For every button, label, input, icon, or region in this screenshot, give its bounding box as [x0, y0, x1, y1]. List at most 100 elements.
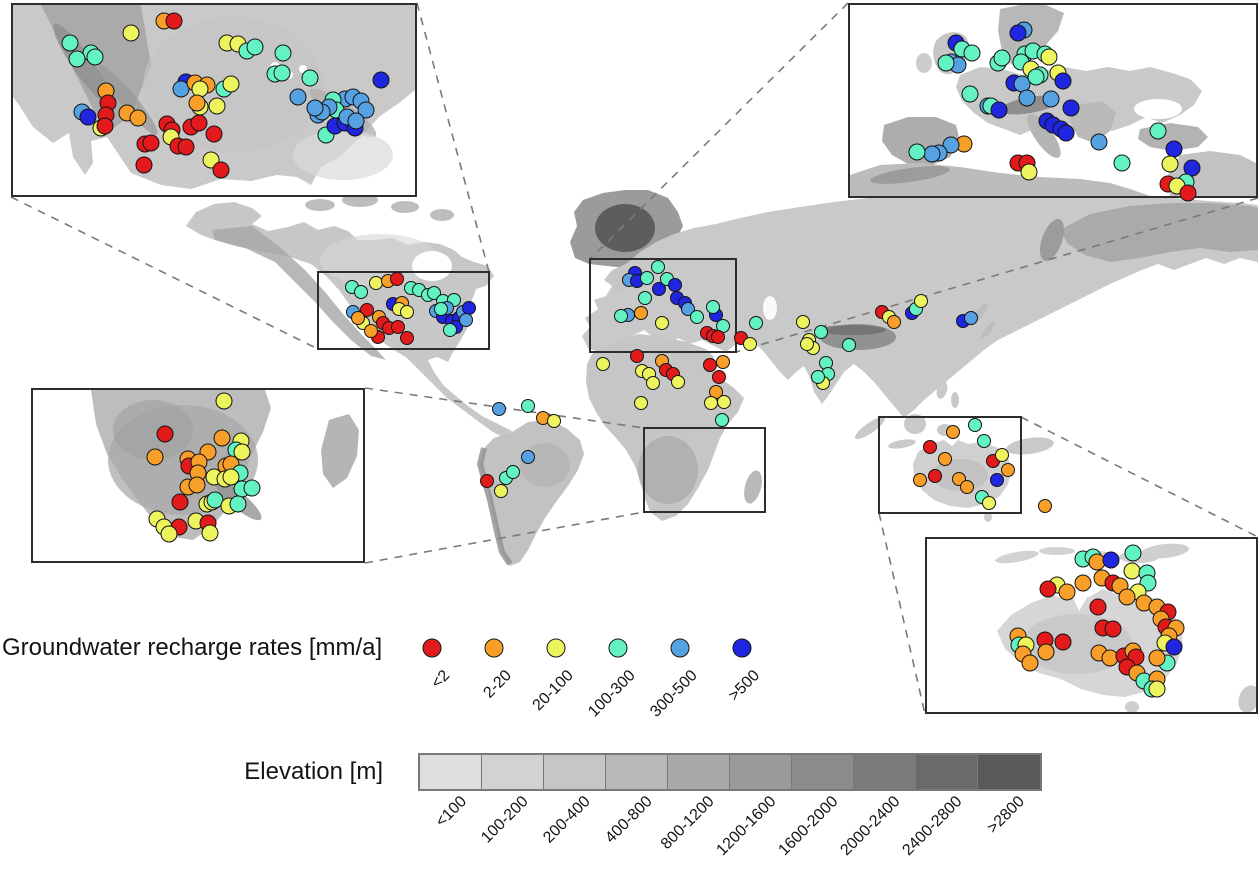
site-dot [928, 469, 942, 483]
site-dot [222, 75, 240, 93]
site-dot [208, 97, 226, 115]
site-dot [990, 101, 1008, 119]
site-dot [1042, 90, 1060, 108]
site-dot [1118, 588, 1136, 606]
site-dot [811, 370, 825, 384]
inset-connector-line [10, 196, 319, 350]
site-dot [434, 302, 448, 316]
site-dot [142, 134, 160, 152]
site-dot [946, 425, 960, 439]
site-dot [796, 315, 810, 329]
site-dot [233, 443, 251, 461]
site-dot [704, 396, 718, 410]
site-dot [480, 474, 494, 488]
site-dot [274, 44, 292, 62]
site-dot [229, 495, 247, 513]
inset-southern-africa [31, 388, 365, 563]
region-box-australia [878, 416, 1022, 514]
site-dot [205, 125, 223, 143]
site-dot [716, 355, 730, 369]
site-dot [1057, 124, 1075, 142]
site-dot [521, 450, 535, 464]
site-dot [400, 331, 414, 345]
site-dot [492, 402, 506, 416]
site-dot [354, 285, 368, 299]
site-dot [1074, 574, 1092, 592]
site-dot [914, 294, 928, 308]
site-dot [706, 300, 720, 314]
site-dot [1161, 155, 1179, 173]
site-dot [1104, 620, 1122, 638]
site-dot [963, 44, 981, 62]
site-dot [1179, 184, 1197, 202]
site-dot [652, 282, 666, 296]
site-dot [364, 324, 378, 338]
site-dot [289, 88, 307, 106]
site-dot [347, 112, 365, 130]
site-dot [995, 448, 1009, 462]
site-dot [213, 429, 231, 447]
site-dot [1113, 154, 1131, 172]
site-dot [655, 316, 669, 330]
site-dot [188, 94, 206, 112]
site-dot [273, 64, 291, 82]
site-dot [990, 473, 1004, 487]
site-dot [1021, 654, 1039, 672]
site-dot [160, 525, 178, 543]
site-dot [715, 413, 729, 427]
site-dot [814, 325, 828, 339]
site-dot [1040, 48, 1058, 66]
site-dot [222, 468, 240, 486]
site-dot [614, 309, 628, 323]
site-dot [1054, 633, 1072, 651]
site-dot [79, 108, 97, 126]
site-dot [638, 291, 652, 305]
site-dot [146, 448, 164, 466]
site-dot [960, 480, 974, 494]
site-dot [201, 524, 219, 542]
site-dot [129, 109, 147, 127]
inset-connector-line [878, 512, 926, 715]
site-dot [923, 145, 941, 163]
site-dot [630, 349, 644, 363]
site-dot [188, 476, 206, 494]
site-dot [391, 320, 405, 334]
region-box-north-america [317, 271, 490, 350]
site-dot [908, 143, 926, 161]
site-dot [1149, 122, 1167, 140]
site-dot [961, 85, 979, 103]
site-dot [96, 117, 114, 135]
site-dot [171, 493, 189, 511]
site-dot [61, 34, 79, 52]
site-dot [640, 271, 654, 285]
site-dot [1009, 24, 1027, 42]
site-dot [215, 392, 233, 410]
site-dot [913, 473, 927, 487]
site-dot [243, 479, 261, 497]
site-dot [1148, 649, 1166, 667]
inset-connector-line [1020, 416, 1259, 538]
site-dot [923, 440, 937, 454]
site-dot [1054, 72, 1072, 90]
site-dot [1020, 163, 1038, 181]
site-dot [68, 50, 86, 68]
site-dot [1102, 551, 1120, 569]
site-dot [1018, 89, 1036, 107]
site-dot [671, 375, 685, 389]
site-dot [937, 54, 955, 72]
site-dot [212, 161, 230, 179]
site-dot [1090, 133, 1108, 151]
site-dot [156, 425, 174, 443]
site-dot [938, 452, 952, 466]
site-dot [668, 278, 682, 292]
site-dot [547, 414, 561, 428]
inset-connector-line [589, 2, 849, 260]
site-dot [690, 310, 704, 324]
site-dot [646, 376, 660, 390]
inset-connector-line [416, 2, 490, 273]
site-dot [494, 484, 508, 498]
site-dot [634, 396, 648, 410]
site-dot [459, 313, 473, 327]
site-dot [246, 38, 264, 56]
